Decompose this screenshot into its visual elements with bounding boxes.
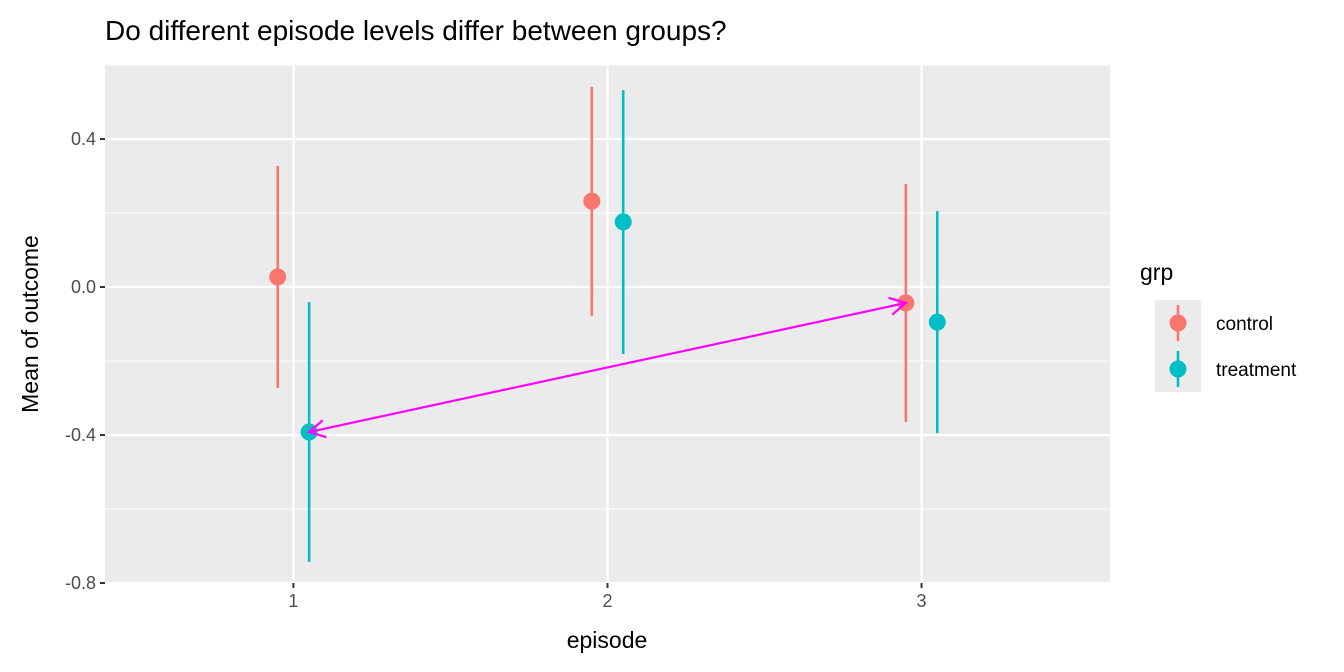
point-control — [583, 192, 601, 210]
y-tick-label: 0.4 — [71, 129, 96, 149]
y-tick-label: -0.4 — [65, 425, 96, 445]
arrow-line — [308, 301, 907, 434]
legend-label-control: control — [1216, 314, 1273, 335]
legend-label-treatment: treatment — [1216, 360, 1297, 381]
arrow-head — [306, 419, 327, 439]
point-treatment — [928, 313, 946, 331]
point-treatment — [614, 213, 632, 231]
x-tick-label: 3 — [917, 591, 927, 611]
y-tick-label: 0.0 — [71, 277, 96, 297]
arrow-head — [888, 296, 909, 316]
x-axis-label: episode — [567, 627, 648, 653]
y-tick-label: -0.8 — [65, 573, 96, 593]
x-tick-label: 1 — [288, 591, 298, 611]
point-control — [269, 268, 287, 286]
legend-title: grp — [1140, 259, 1173, 285]
chart-title: Do different episode levels differ betwe… — [105, 15, 727, 46]
legend-key-point — [1169, 360, 1187, 378]
legend-key-point — [1169, 314, 1187, 332]
legend: grp control treatment — [1140, 259, 1297, 392]
y-axis-label: Mean of outcome — [17, 235, 43, 413]
x-tick-label: 2 — [602, 591, 612, 611]
